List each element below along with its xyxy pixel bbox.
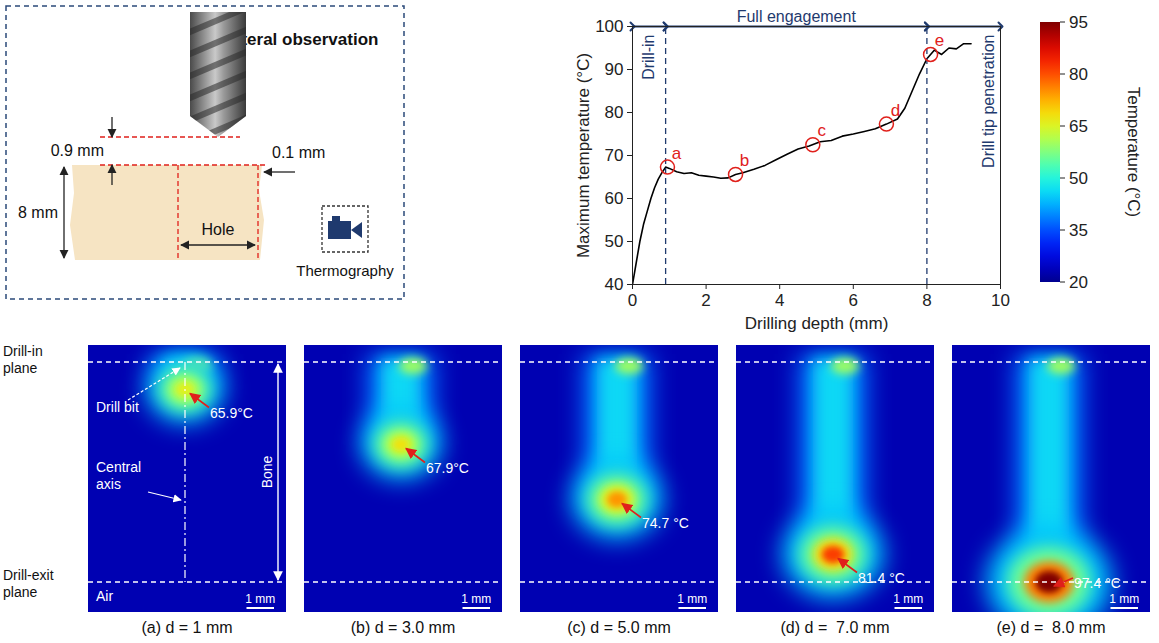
svg-text:d: d [891,101,900,120]
svg-text:0.9 mm: 0.9 mm [51,142,104,159]
svg-text:Drill bit: Drill bit [96,399,139,415]
svg-text:10: 10 [991,291,1010,310]
svg-text:Drill tip penetration: Drill tip penetration [980,35,997,168]
svg-text:100: 100 [595,17,623,36]
svg-text:b: b [740,151,749,170]
svg-text:plane: plane [3,584,37,600]
svg-text:a: a [672,144,682,163]
svg-text:Maximum temperature (°C): Maximum temperature (°C) [574,53,593,258]
svg-text:8: 8 [922,291,931,310]
svg-text:1 mm: 1 mm [1109,592,1139,606]
svg-text:60: 60 [605,189,624,208]
svg-text:1 mm: 1 mm [893,592,923,606]
svg-text:Drill-in: Drill-in [3,343,43,359]
svg-text:50: 50 [1069,169,1088,188]
svg-text:Lateral observation: Lateral observation [221,30,379,49]
svg-text:6: 6 [849,291,858,310]
svg-text:65.9°C: 65.9°C [210,405,253,421]
svg-text:plane: plane [3,360,37,376]
svg-text:20: 20 [1069,273,1088,292]
svg-text:Temperature (°C): Temperature (°C) [1124,87,1143,218]
svg-text:e: e [935,31,944,50]
svg-text:1 mm: 1 mm [677,592,707,606]
svg-text:Bone: Bone [259,455,275,488]
svg-text:0: 0 [628,291,637,310]
svg-text:Drill-exit: Drill-exit [3,567,54,583]
svg-text:Drilling depth (mm): Drilling depth (mm) [745,314,889,333]
svg-text:Drill-in: Drill-in [640,35,657,80]
svg-text:81.4 °C: 81.4 °C [858,570,905,586]
svg-text:2: 2 [701,291,710,310]
svg-text:67.9°C: 67.9°C [426,460,469,476]
svg-text:40: 40 [605,275,624,294]
svg-text:0.1 mm: 0.1 mm [272,144,325,161]
svg-text:(c) d = 5.0 mm: (c) d = 5.0 mm [567,619,671,636]
svg-text:(b) d = 3.0 mm: (b) d = 3.0 mm [351,619,455,636]
svg-text:50: 50 [605,232,624,251]
svg-text:Air: Air [96,588,113,604]
svg-text:95: 95 [1069,13,1088,32]
svg-text:1 mm: 1 mm [245,592,275,606]
svg-text:(d) d = 7.0 mm: (d) d = 7.0 mm [781,619,890,636]
svg-text:97.4 °C: 97.4 °C [1074,575,1121,591]
svg-text:1 mm: 1 mm [461,592,491,606]
svg-text:8 mm: 8 mm [18,204,58,221]
svg-text:(e) d = 8.0 mm: (e) d = 8.0 mm [997,619,1106,636]
svg-text:Full engagement: Full engagement [737,8,857,25]
svg-text:65: 65 [1069,117,1088,136]
svg-text:axis: axis [96,476,121,492]
svg-text:74.7 °C: 74.7 °C [642,515,689,531]
svg-text:35: 35 [1069,221,1088,240]
svg-text:90: 90 [605,60,624,79]
svg-text:80: 80 [605,103,624,122]
svg-text:c: c [818,121,827,140]
svg-text:(a) d = 1 mm: (a) d = 1 mm [141,619,232,636]
svg-text:70: 70 [605,146,624,165]
svg-text:Thermography: Thermography [296,262,394,279]
svg-text:Central: Central [96,459,141,475]
svg-text:Hole: Hole [202,221,235,238]
svg-text:4: 4 [775,291,784,310]
svg-text:80: 80 [1069,65,1088,84]
